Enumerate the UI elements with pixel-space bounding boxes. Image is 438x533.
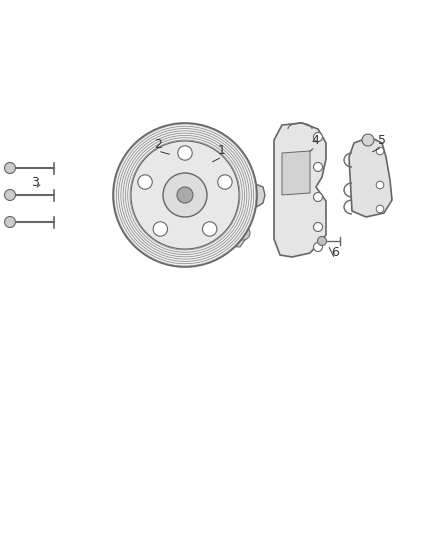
Circle shape <box>4 216 15 228</box>
Text: 4: 4 <box>311 134 319 148</box>
Circle shape <box>314 243 322 252</box>
Circle shape <box>4 190 15 200</box>
Circle shape <box>177 187 193 203</box>
Circle shape <box>376 205 384 213</box>
Text: 2: 2 <box>154 139 162 151</box>
Circle shape <box>314 133 322 141</box>
Circle shape <box>314 222 322 231</box>
Circle shape <box>362 134 374 146</box>
Circle shape <box>4 163 15 174</box>
Text: 5: 5 <box>378 134 386 148</box>
Polygon shape <box>349 137 392 217</box>
Polygon shape <box>274 123 326 257</box>
Circle shape <box>131 141 239 249</box>
Polygon shape <box>235 183 265 213</box>
Circle shape <box>314 163 322 172</box>
Text: 1: 1 <box>218 144 226 157</box>
Circle shape <box>236 226 250 240</box>
Polygon shape <box>215 227 247 247</box>
Circle shape <box>314 192 322 201</box>
Polygon shape <box>282 151 310 195</box>
Circle shape <box>222 149 233 160</box>
Circle shape <box>202 222 217 236</box>
Circle shape <box>376 147 384 155</box>
Circle shape <box>153 222 167 236</box>
Circle shape <box>318 237 326 246</box>
Text: 3: 3 <box>31 176 39 190</box>
Circle shape <box>163 173 207 217</box>
Polygon shape <box>190 143 247 245</box>
Circle shape <box>376 181 384 189</box>
Text: 6: 6 <box>331 246 339 260</box>
Circle shape <box>113 123 257 267</box>
Circle shape <box>138 175 152 189</box>
Circle shape <box>178 146 192 160</box>
Circle shape <box>218 175 232 189</box>
